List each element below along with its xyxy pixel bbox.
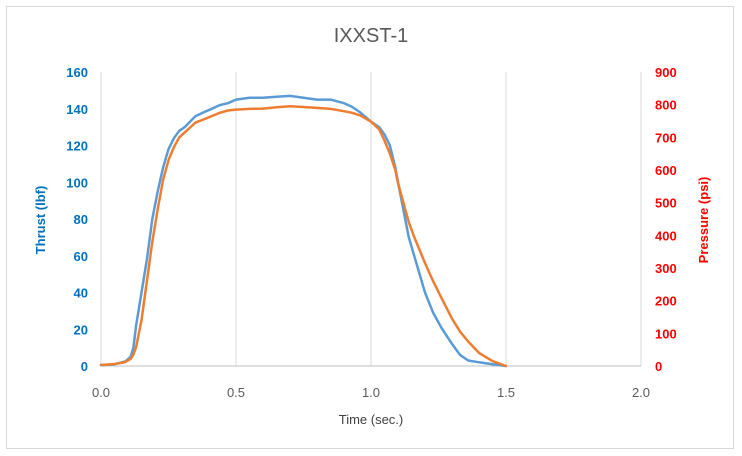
left-tick-label: 20 (74, 322, 88, 337)
right-tick-label: 300 (655, 261, 677, 276)
right-tick-label: 800 (655, 98, 677, 113)
x-tick-label: 1.5 (497, 385, 515, 400)
left-tick-label: 100 (66, 175, 88, 190)
left-axis-ticks: 0 20 40 60 80 100 120 140 160 (66, 65, 88, 374)
right-tick-label: 700 (655, 130, 677, 145)
left-axis-title: Thrust (lbf) (33, 186, 48, 255)
thrust-series-line (99, 94, 508, 368)
left-tick-label: 120 (66, 139, 88, 154)
left-tick-label: 40 (74, 286, 88, 301)
left-tick-label: 80 (74, 212, 88, 227)
right-tick-label: 900 (655, 65, 677, 80)
series (99, 94, 508, 368)
right-axis-title: Pressure (psi) (696, 177, 711, 264)
left-tick-label: 0 (81, 359, 88, 374)
right-tick-label: 200 (655, 294, 677, 309)
x-axis-ticks: 0.0 0.5 1.0 1.5 2.0 (92, 385, 650, 400)
x-axis-title: Time (sec.) (339, 412, 404, 427)
right-tick-label: 600 (655, 163, 677, 178)
right-tick-label: 0 (655, 359, 662, 374)
right-axis-ticks: 0 100 200 300 400 500 600 700 800 900 (655, 65, 677, 374)
chart-frame (6, 6, 734, 449)
right-tick-label: 400 (655, 228, 677, 243)
left-tick-label: 140 (66, 102, 88, 117)
right-tick-label: 100 (655, 326, 677, 341)
x-tick-label: 0.0 (92, 385, 110, 400)
gridlines (100, 72, 642, 366)
x-tick-label: 1.0 (362, 385, 380, 400)
pressure-series-line (99, 105, 508, 368)
x-tick-label: 2.0 (632, 385, 650, 400)
x-tick-label: 0.5 (227, 385, 245, 400)
left-tick-label: 60 (74, 249, 88, 264)
left-tick-label: 160 (66, 65, 88, 80)
chart-title: IXXST-1 (334, 25, 408, 47)
right-tick-label: 500 (655, 196, 677, 211)
